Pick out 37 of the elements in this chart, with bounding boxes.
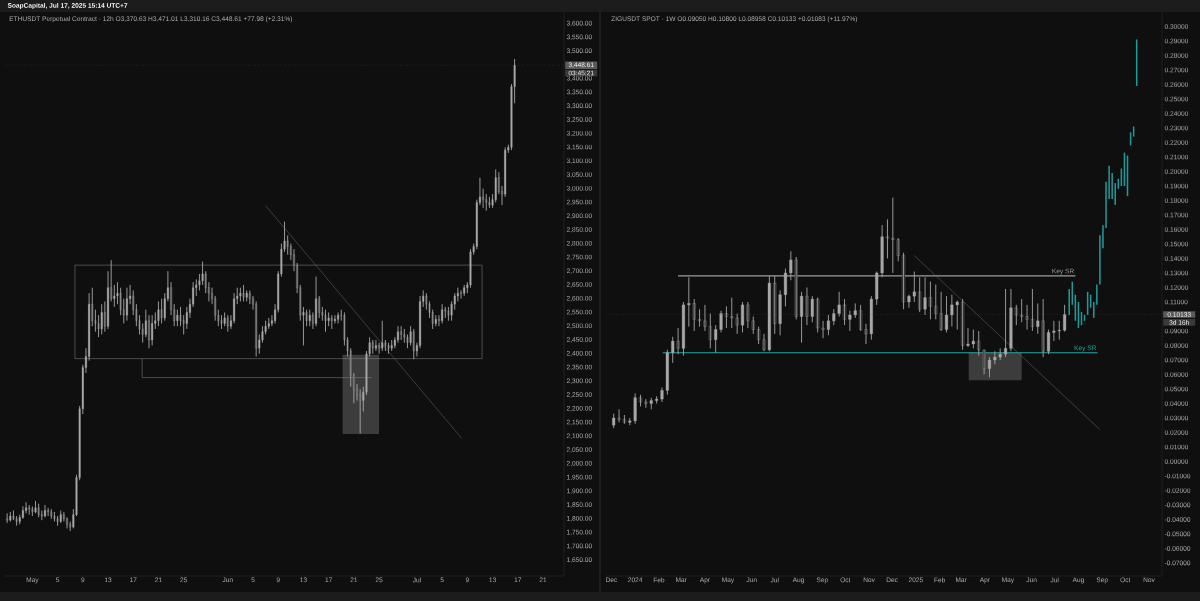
- candlestick: [485, 193, 488, 212]
- candlestick: [59, 510, 62, 524]
- candlestick: [239, 287, 242, 302]
- candlestick: [267, 317, 270, 330]
- candlestick: [100, 303, 103, 335]
- candlestick: [412, 328, 415, 360]
- candlestick: [6, 512, 9, 524]
- candlestick: [390, 339, 393, 352]
- candlestick: [226, 314, 229, 333]
- candlestick: [308, 309, 311, 327]
- candlestick: [330, 314, 333, 330]
- candlestick: [31, 505, 34, 517]
- candlestick: [324, 309, 327, 333]
- candlestick: [242, 284, 245, 302]
- candlestick: [469, 248, 472, 289]
- candlestick: [255, 300, 258, 357]
- candlestick: [245, 289, 248, 302]
- candlestick: [34, 500, 37, 514]
- candlestick: [220, 314, 223, 330]
- candlestick: [403, 328, 406, 344]
- candlestick: [15, 515, 18, 527]
- candlestick: [488, 196, 491, 209]
- candlestick: [1063, 304, 1067, 333]
- candlestick: [50, 508, 53, 520]
- candlestick: [381, 320, 384, 352]
- candlestick: [9, 511, 12, 522]
- candlestick: [28, 504, 31, 516]
- candlestick: [434, 314, 437, 327]
- candlestick: [371, 339, 374, 355]
- candlestick: [47, 507, 50, 517]
- candlestick: [53, 511, 56, 522]
- candlestick: [463, 284, 466, 297]
- candlestick: [56, 515, 59, 527]
- candlestick: [444, 306, 447, 319]
- candlestick: [387, 342, 390, 355]
- candlestick: [37, 503, 40, 518]
- candlestick: [157, 300, 160, 327]
